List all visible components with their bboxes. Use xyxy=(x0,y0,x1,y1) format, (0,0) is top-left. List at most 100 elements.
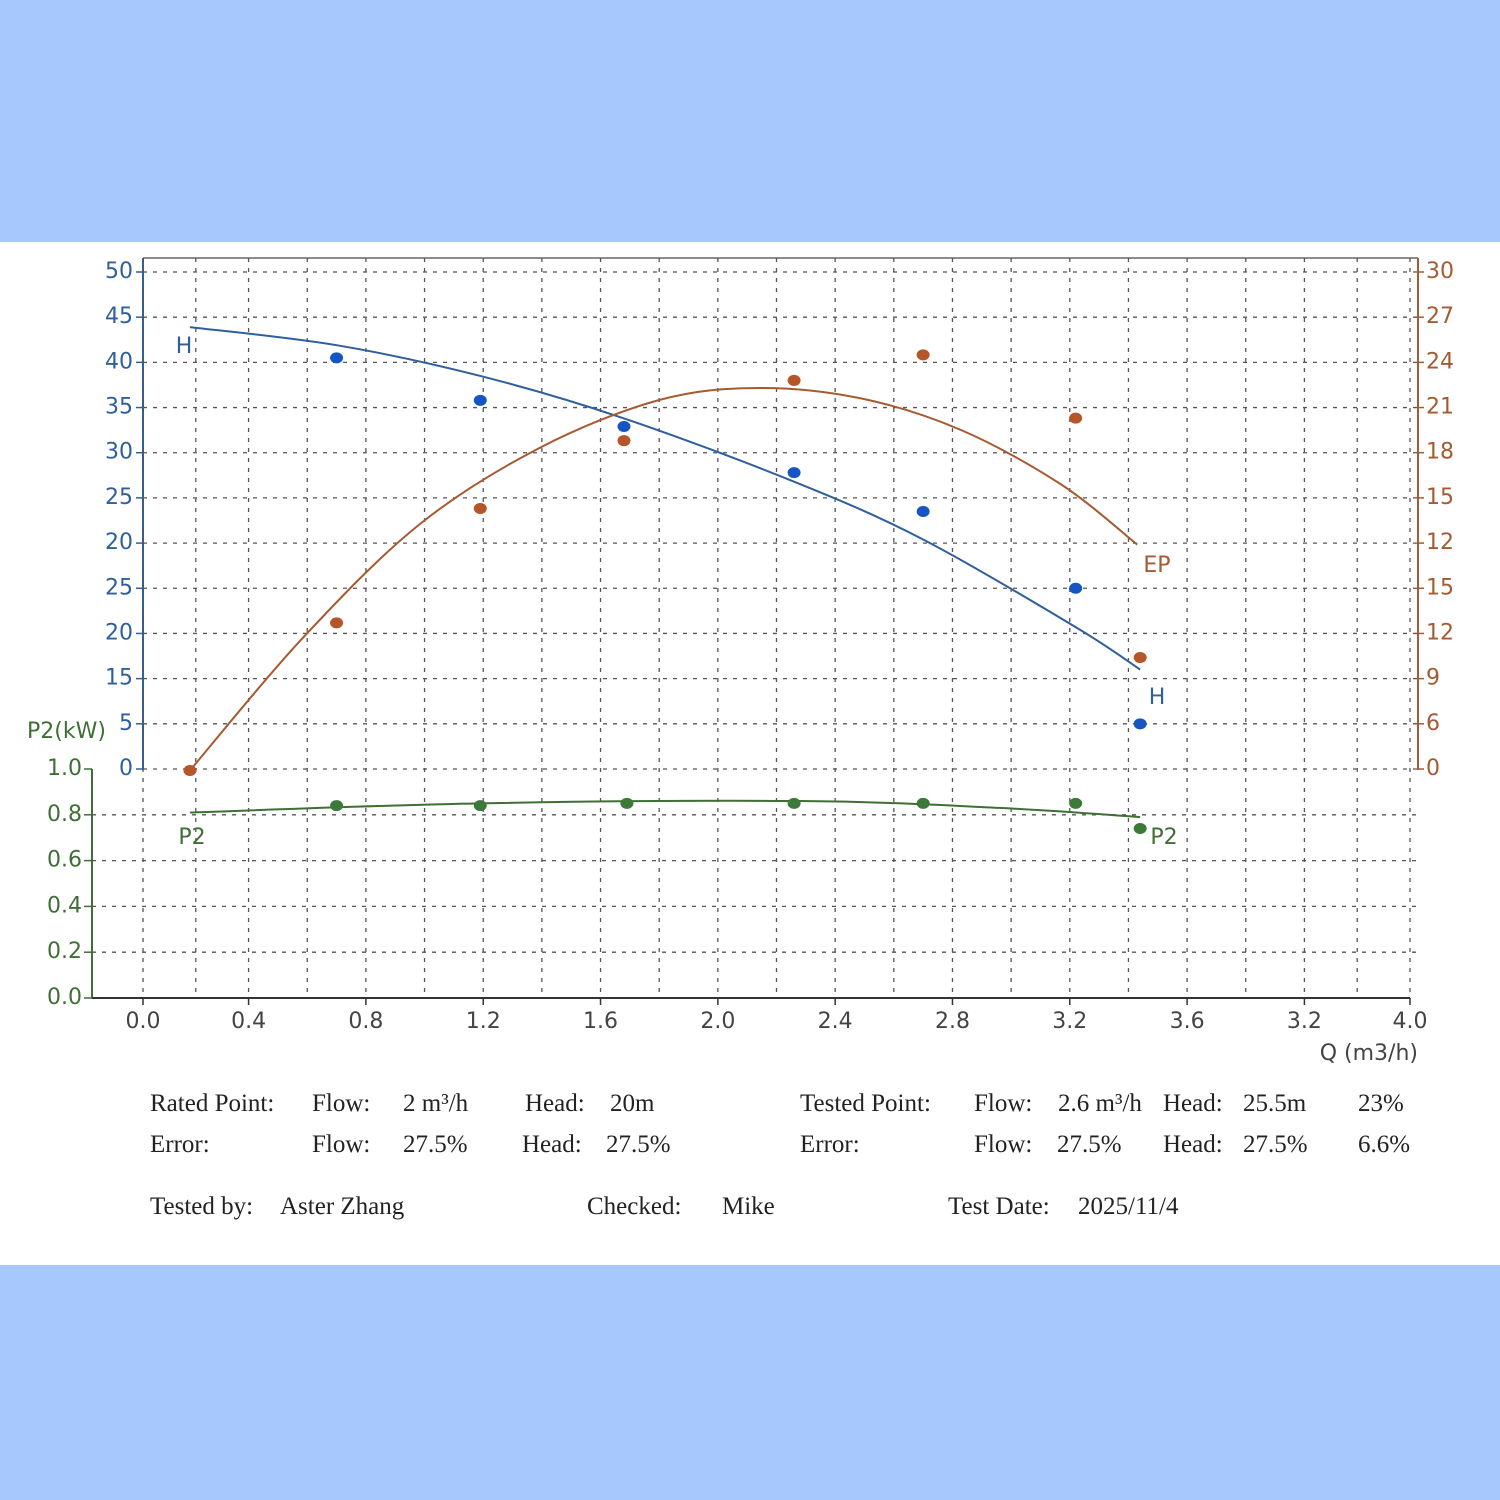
y2-tick-label: 21 xyxy=(1426,395,1454,420)
report-panel xyxy=(0,242,1500,1265)
x-tick-label: 3.2 xyxy=(1052,1009,1087,1034)
test-point xyxy=(620,797,634,809)
report-text: 27.5% xyxy=(606,1131,671,1158)
y2-tick-label: 0 xyxy=(1426,756,1440,781)
report-text: Checked: xyxy=(587,1193,682,1220)
y3-axis-label: P2(kW) xyxy=(27,719,106,744)
y-tick-label: 50 xyxy=(105,259,133,284)
test-point xyxy=(183,765,197,777)
y-tick-label: 20 xyxy=(105,530,133,555)
test-point xyxy=(1133,823,1147,835)
report-text: 2.6 m³/h xyxy=(1058,1090,1142,1117)
y2-tick-label: 6 xyxy=(1426,711,1440,736)
y2-tick-label: 27 xyxy=(1426,304,1454,329)
x-tick-label: 1.2 xyxy=(466,1009,501,1034)
y-tick-label: 15 xyxy=(105,666,133,691)
report-text: Flow: xyxy=(312,1131,371,1158)
y-tick-label: 40 xyxy=(105,349,133,374)
report-text: Mike xyxy=(722,1193,775,1220)
test-point xyxy=(473,502,487,514)
report-text: Test Date: xyxy=(948,1193,1050,1220)
y2-tick-label: 15 xyxy=(1426,485,1454,510)
y3-tick-label: 0.4 xyxy=(47,893,82,918)
x-tick-label: 2.0 xyxy=(700,1009,735,1034)
x-tick-label: 3.6 xyxy=(1170,1009,1205,1034)
curve-label: EP xyxy=(1143,553,1170,578)
test-point xyxy=(916,505,930,517)
report-text: 2025/11/4 xyxy=(1078,1193,1179,1220)
report-text: 23% xyxy=(1358,1090,1404,1117)
curve xyxy=(189,386,1138,772)
test-point xyxy=(1133,718,1147,730)
x-tick-label: 0.4 xyxy=(231,1009,266,1034)
test-point xyxy=(1133,652,1147,664)
test-point xyxy=(1069,582,1083,594)
report-text: Tested by: xyxy=(150,1193,254,1220)
y-tick-label: 25 xyxy=(105,485,133,510)
x-axis-label: Q (m3/h) xyxy=(1320,1041,1418,1066)
test-point xyxy=(330,352,344,364)
report-text: Tested Point: xyxy=(800,1090,931,1117)
y2-tick-label: 12 xyxy=(1426,620,1454,645)
curve xyxy=(189,326,1141,671)
y-tick-label: 30 xyxy=(105,440,133,465)
report-text: Head: xyxy=(522,1131,582,1158)
report-text: Flow: xyxy=(974,1131,1033,1158)
y-tick-label: 25 xyxy=(105,575,133,600)
test-point xyxy=(787,374,801,386)
y-tick-label: 20 xyxy=(105,620,133,645)
y-tick-label: 45 xyxy=(105,304,133,329)
curve-label: P2 xyxy=(178,825,205,850)
curve-label: P2 xyxy=(1150,825,1177,850)
report-text: Head: xyxy=(1163,1090,1223,1117)
y2-tick-label: 9 xyxy=(1426,666,1440,691)
curve xyxy=(189,799,1141,819)
y-tick-label: 5 xyxy=(119,711,133,736)
x-tick-label: 3.2 xyxy=(1287,1009,1322,1034)
report-text: Aster Zhang xyxy=(280,1193,405,1220)
report-text: 27.5% xyxy=(403,1131,468,1158)
test-point xyxy=(617,421,631,433)
report-text: 25.5m xyxy=(1243,1090,1307,1117)
report-text: Head: xyxy=(525,1090,585,1117)
y3-tick-label: 0.2 xyxy=(47,939,82,964)
y3-tick-label: 0.6 xyxy=(47,848,82,873)
report-text: Head: xyxy=(1163,1131,1223,1158)
test-point xyxy=(617,435,631,447)
y-tick-label: 35 xyxy=(105,395,133,420)
x-tick-label: 0.0 xyxy=(126,1009,161,1034)
test-point xyxy=(330,800,344,812)
y3-tick-label: 1.0 xyxy=(47,756,82,781)
report-text: Error: xyxy=(150,1131,210,1158)
test-point xyxy=(787,797,801,809)
y2-tick-label: 12 xyxy=(1426,530,1454,555)
x-tick-label: 2.4 xyxy=(818,1009,853,1034)
y-tick-label: 0 xyxy=(119,756,133,781)
y3-tick-label: 0.8 xyxy=(47,802,82,827)
test-point xyxy=(1069,412,1083,424)
report-text: 27.5% xyxy=(1057,1131,1122,1158)
test-point xyxy=(916,349,930,361)
y2-tick-label: 30 xyxy=(1426,259,1454,284)
report-text: Flow: xyxy=(312,1090,371,1117)
report-text: 20m xyxy=(610,1090,655,1117)
test-point xyxy=(330,617,344,629)
curve-label: H xyxy=(1149,685,1166,710)
test-point xyxy=(473,394,487,406)
curve-label: H xyxy=(176,334,193,359)
x-tick-label: 4.0 xyxy=(1393,1009,1428,1034)
report-text: 27.5% xyxy=(1243,1131,1308,1158)
report-text: 6.6% xyxy=(1358,1131,1411,1158)
y2-tick-label: 24 xyxy=(1426,349,1454,374)
y3-tick-label: 0.0 xyxy=(47,985,82,1010)
x-tick-label: 2.8 xyxy=(935,1009,970,1034)
y2-tick-label: 18 xyxy=(1426,440,1454,465)
report-text: Error: xyxy=(800,1131,860,1158)
test-point xyxy=(1069,797,1083,809)
x-tick-label: 1.6 xyxy=(583,1009,618,1034)
y2-tick-label: 15 xyxy=(1426,575,1454,600)
test-point xyxy=(916,797,930,809)
x-tick-label: 0.8 xyxy=(348,1009,383,1034)
